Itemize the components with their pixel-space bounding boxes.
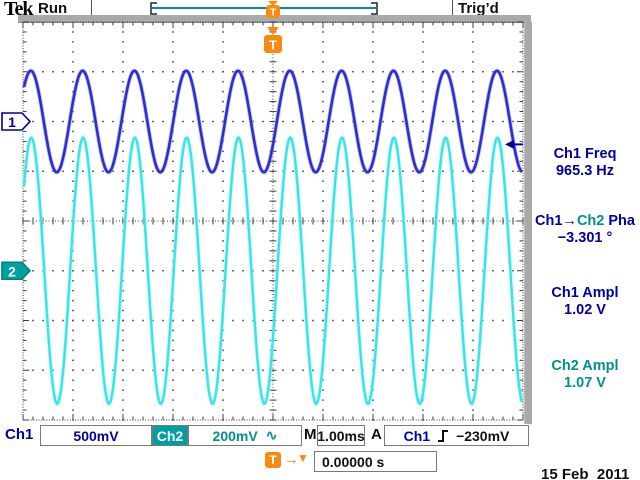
measurement-line: Ch1→Ch2 Pha <box>530 213 640 230</box>
acquisition-status: Run <box>38 0 68 17</box>
measurement-line: −3.301 ° <box>530 230 640 247</box>
trigger-position-letter: T <box>269 38 277 53</box>
measurement-line: 965.3 Hz <box>530 163 640 180</box>
record-bracket-right <box>371 2 378 15</box>
timebase-label: M <box>304 426 317 443</box>
trigger-info-box: Ch1 −230mV <box>384 425 529 446</box>
measurement-readout: Ch1 Freq 965.3 Hz <box>530 146 640 180</box>
measurement-text: Ch1 Ampl <box>551 285 619 301</box>
measurement-line: 1.02 V <box>530 302 640 319</box>
date-text: 15 Feb 2011 <box>541 466 630 480</box>
measurement-text: −3.301 ° <box>557 230 613 246</box>
measurement-line: Ch1 Ampl <box>530 285 640 302</box>
waveform-ch2-trace <box>22 136 524 406</box>
waveform-ch2 <box>21 134 525 407</box>
record-trigger-letter: T <box>270 8 276 19</box>
measurement-readout: Ch1 Ampl 1.02 V <box>530 285 640 319</box>
ch2-label-badge: Ch2 <box>152 425 188 446</box>
ch1-position-marker <box>1 112 32 131</box>
rising-edge-icon <box>438 429 449 442</box>
ch2-position-marker-label: 2 <box>8 263 16 279</box>
ac-coupling-icon: ∿ <box>265 427 278 443</box>
ch1-position-marker-label: 1 <box>8 114 16 130</box>
record-view-bar: T <box>150 1 378 19</box>
channel-markers: 12 <box>1 112 523 281</box>
record-bracket-left <box>150 2 157 15</box>
record-trigger-badge <box>266 5 280 18</box>
ch2-position-marker <box>1 261 32 281</box>
header-divider <box>452 0 453 17</box>
trigger-position-badge <box>264 35 282 53</box>
cursor-down-icon: ▼ <box>297 451 309 465</box>
measurement-text: Ch2 Ampl <box>551 358 619 374</box>
trigger-source: Ch1 <box>403 427 431 444</box>
record-trigger-arrow-icon <box>268 1 278 6</box>
display-bezel-right <box>524 22 532 424</box>
measurement-text: 965.3 Hz <box>555 163 615 179</box>
trigger-level-arrowhead <box>505 139 514 149</box>
measurement-line: Ch2 Ampl <box>530 358 640 375</box>
measurement-text: Ch1 Freq <box>553 146 617 162</box>
trigger-position-arrow-icon <box>267 27 279 35</box>
trigger-level: −230mV <box>456 427 510 444</box>
trigger-source-label: A <box>371 426 382 443</box>
ch2-scale-box: 200mV ∿ <box>188 425 302 446</box>
measurement-readout: Ch2 Ampl 1.07 V <box>530 358 640 392</box>
measurement-text: 1.02 V <box>564 302 606 318</box>
measurement-readout: Ch1→Ch2 Pha −3.301 ° <box>530 213 640 247</box>
arrow-right-icon: → <box>284 451 299 468</box>
measurement-text: Ch2 <box>576 213 605 229</box>
measurement-readouts: Ch1 Freq 965.3 Hz Ch1→Ch2 Pha −3.301 ° Ch1 A… <box>530 0 640 430</box>
waveform-ch1 <box>21 68 524 175</box>
timebase-box: 1.00ms <box>317 425 365 446</box>
ch1-label: Ch1 <box>5 426 34 443</box>
measurement-text: 1.07 V <box>564 375 606 391</box>
measurement-line: 1.07 V <box>530 375 640 392</box>
measurement-text: Ch1→ <box>535 213 577 229</box>
trigger-position-marker: T <box>264 27 282 53</box>
header-divider <box>91 0 92 17</box>
datetime: 15 Feb 2011 17:31:56 <box>541 431 640 480</box>
measurement-line: Ch1 Freq <box>530 146 640 163</box>
trigger-delay-icon: T <box>265 452 281 468</box>
measurement-text: Pha <box>604 213 635 229</box>
waveform-ch1-trace <box>22 69 523 174</box>
ch1-scale-box: 500mV <box>40 425 152 446</box>
header-bar: Tek Run Trig’d <box>0 0 640 20</box>
delay-value-box: 0.00000 s <box>314 451 437 472</box>
trigger-status: Trig’d <box>458 0 499 17</box>
ch2-scale: 200mV <box>212 427 258 444</box>
